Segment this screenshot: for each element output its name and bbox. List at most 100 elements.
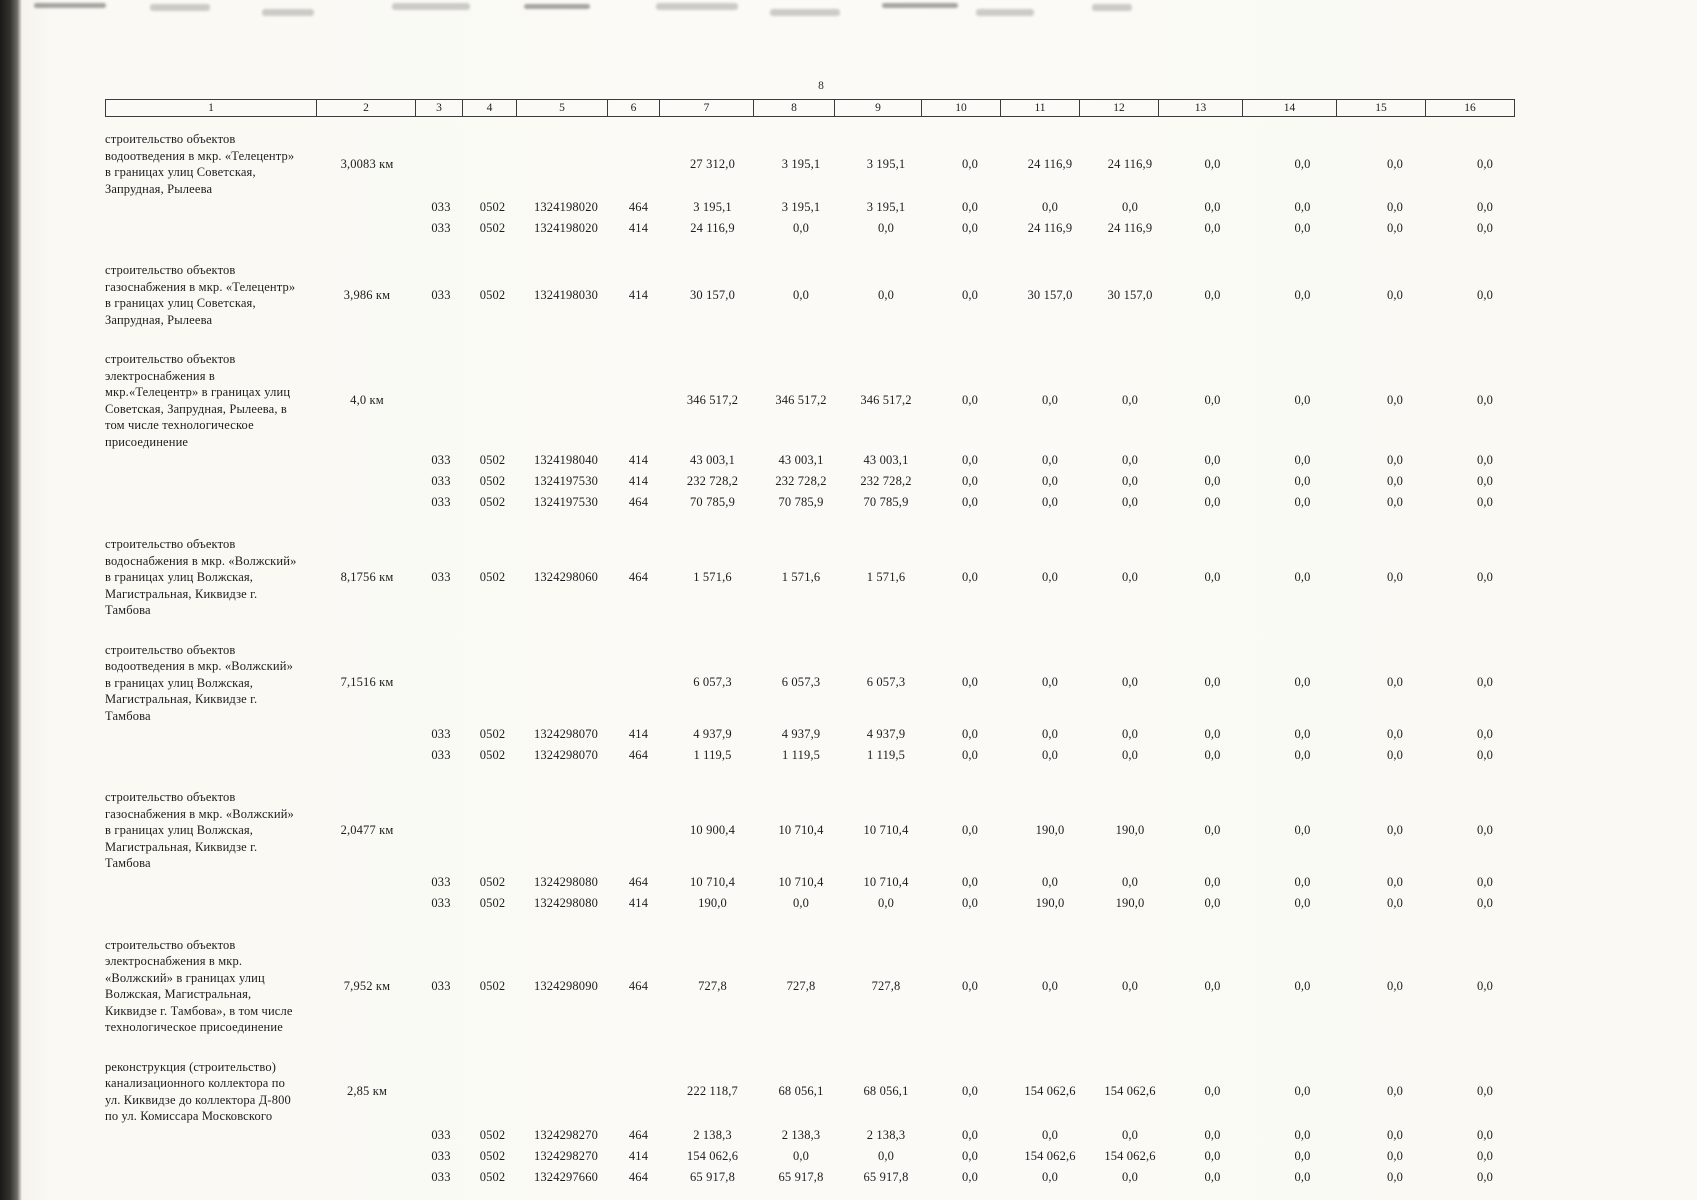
amount-value: 0,0 [1121, 200, 1139, 214]
scan-artifact [882, 3, 958, 8]
length-value: 2,85 км [346, 1084, 388, 1098]
amount-value: 0,0 [1204, 1169, 1221, 1184]
amount-value: 0,0 [1294, 1127, 1311, 1142]
section-code: 0502 [479, 895, 506, 910]
amount-value: 0,0 [792, 895, 810, 910]
budget-table-body: строительство объектов водоотведения в м… [105, 131, 1530, 1200]
amount-value: 0,0 [1386, 1084, 1404, 1098]
amount-value: 0,0 [1121, 675, 1139, 690]
amount-value: 0,0 [961, 495, 979, 509]
amount-value: 0,0 [1476, 453, 1494, 467]
scan-artifact [770, 9, 840, 16]
amount-value: 43 003,1 [863, 453, 909, 467]
amount-value: 0,0 [1386, 895, 1404, 910]
amount-value: 0,0 [1294, 156, 1311, 171]
table-row-sub: 033 0502 1324298270 464 2 138,3 2 138,3 2 138,… [105, 1125, 1530, 1146]
target-item-code: 1324198020 [534, 221, 598, 235]
amount-value: 0,0 [1386, 874, 1404, 889]
column-header-10: 10 [921, 99, 1001, 117]
amount-value: 0,0 [1476, 221, 1494, 235]
table-row-sub: 033 0502 1324298070 464 1 119,5 1 119,5 1 119,… [105, 745, 1530, 766]
grbs-code: 033 [431, 200, 451, 214]
table-row-sub: 033 0502 1324197530 464 70 785,9 70 785,9 70 7… [105, 492, 1530, 513]
amount-value: 1 571,6 [693, 569, 732, 584]
amount-value: 0,0 [1476, 156, 1494, 171]
amount-value: 0,0 [961, 569, 979, 584]
amount-value: 0,0 [1386, 978, 1404, 993]
amount-value: 0,0 [1386, 393, 1404, 407]
amount-value: 43 003,1 [690, 453, 735, 467]
amount-value: 3 195,1 [866, 200, 906, 214]
page-number: 8 [818, 80, 824, 92]
amount-value: 68 056,1 [863, 1084, 909, 1098]
amount-value: 346 517,2 [775, 393, 827, 407]
amount-value: 0,0 [1386, 453, 1404, 467]
amount-value: 1 119,5 [693, 748, 732, 762]
column-header-5: 5 [516, 99, 608, 117]
table-row-main: реконструкция (строительство) канализаци… [105, 1059, 1530, 1125]
amount-value: 6 057,3 [866, 675, 906, 690]
amount-value: 190,0 [1035, 822, 1065, 837]
section-code: 0502 [479, 874, 506, 889]
amount-value: 0,0 [1294, 287, 1311, 302]
amount-value: 0,0 [1294, 1084, 1311, 1098]
table-row-main: строительство объектов газоснабжения в м… [105, 789, 1530, 872]
table-row-main: строительство объектов водоотведения в м… [105, 642, 1530, 725]
column-header-4: 4 [462, 99, 517, 117]
amount-value: 6 057,3 [693, 675, 732, 690]
amount-value: 0,0 [1121, 727, 1139, 741]
column-header-6: 6 [607, 99, 660, 117]
amount-value: 0,0 [1294, 822, 1311, 837]
amount-value: 65 917,8 [863, 1169, 909, 1184]
amount-value: 30 157,0 [690, 287, 735, 302]
project-description: строительство объектов электроснабжения … [105, 937, 293, 1035]
amount-value: 0,0 [1386, 200, 1404, 214]
amount-value: 0,0 [1041, 748, 1059, 762]
amount-value: 0,0 [1294, 474, 1311, 488]
scan-artifact [976, 9, 1034, 16]
amount-value: 0,0 [1121, 569, 1139, 584]
amount-value: 0,0 [1386, 727, 1404, 741]
amount-value: 4 937,9 [781, 727, 821, 741]
amount-value: 68 056,1 [778, 1084, 824, 1098]
amount-value: 0,0 [1476, 474, 1494, 488]
amount-value: 0,0 [1121, 1169, 1139, 1184]
section-code: 0502 [479, 453, 506, 467]
amount-value: 70 785,9 [778, 495, 824, 509]
project-description: строительство объектов электроснабжения … [105, 352, 291, 449]
table-group: строительство объектов газоснабжения в м… [105, 262, 1530, 328]
project-description: строительство объектов водоотведения в м… [105, 132, 295, 196]
amount-value: 0,0 [1041, 200, 1059, 214]
expense-type-code: 464 [628, 748, 649, 762]
amount-value: 0,0 [961, 156, 979, 171]
amount-value: 10 710,4 [863, 874, 909, 889]
length-value: 7,952 км [343, 978, 391, 993]
target-item-code: 1324298090 [534, 978, 598, 993]
amount-value: 0,0 [877, 287, 895, 302]
amount-value: 70 785,9 [863, 495, 909, 509]
amount-value: 232 728,2 [860, 474, 912, 488]
amount-value: 0,0 [1204, 453, 1221, 467]
amount-value: 232 728,2 [686, 474, 739, 488]
grbs-code: 033 [431, 453, 451, 467]
amount-value: 1 571,6 [781, 569, 821, 584]
target-item-code: 1324197530 [534, 474, 598, 488]
table-row-sub: 033 0502 1324198040 414 43 003,1 43 003,1 43 0… [105, 450, 1530, 471]
section-code: 0502 [479, 748, 506, 762]
scan-artifact [392, 3, 470, 10]
project-description: строительство объектов водоотведения в м… [105, 642, 293, 723]
amount-value: 0,0 [1204, 978, 1221, 993]
section-code: 0502 [479, 287, 506, 302]
amount-value: 154 062,6 [1024, 1148, 1076, 1163]
amount-value: 70 785,9 [690, 495, 735, 509]
table-row-sub: 033 0502 1324198020 464 3 195,1 3 195,1 3 195,… [105, 197, 1530, 218]
column-header-3: 3 [415, 99, 463, 117]
amount-value: 0,0 [961, 287, 979, 302]
amount-value: 346 517,2 [860, 393, 912, 407]
grbs-code: 033 [431, 495, 451, 509]
target-item-code: 1324198040 [534, 453, 598, 467]
column-header-7: 7 [659, 99, 754, 117]
amount-value: 0,0 [961, 393, 979, 407]
amount-value: 0,0 [1476, 748, 1494, 762]
table-group: строительство объектов водоотведения в м… [105, 131, 1530, 239]
